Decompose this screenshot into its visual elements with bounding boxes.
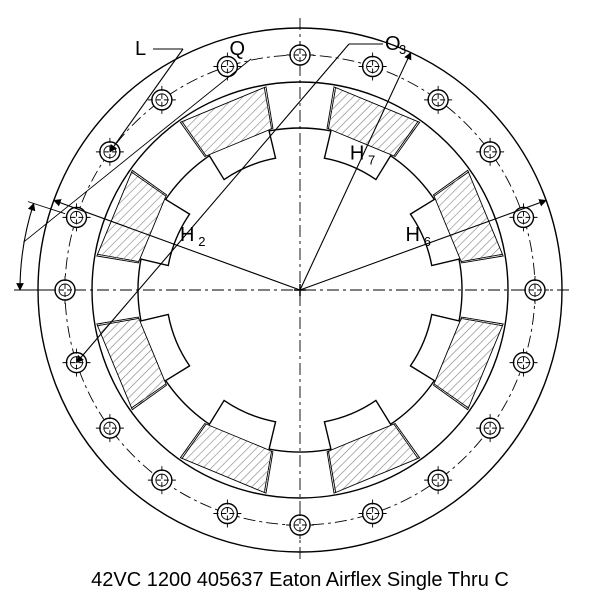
svg-text:7: 7 <box>368 153 375 168</box>
dim-H7 <box>300 53 411 290</box>
label-H6: H <box>406 224 420 246</box>
svg-text:2: 2 <box>198 234 205 249</box>
label-Q: Q <box>229 38 245 60</box>
dim-Q <box>20 203 34 290</box>
hatch-pocket <box>97 317 167 410</box>
hatch-pocket <box>97 170 167 263</box>
hatch-pocket <box>180 87 273 157</box>
svg-text:3: 3 <box>399 42 406 57</box>
clutch-face-diagram: H2H6H7LQO3 <box>0 0 600 570</box>
label-H7: H <box>350 143 364 165</box>
hatch-pocket <box>180 424 273 494</box>
leader-O3 <box>77 44 349 363</box>
product-caption: 42VC 1200 405637 Eaton Airflex Single Th… <box>0 569 600 592</box>
label-L: L <box>135 38 146 60</box>
hatch-pocket <box>327 87 420 157</box>
hatch-pocket <box>327 424 420 494</box>
hatch-pocket <box>434 170 504 263</box>
svg-text:6: 6 <box>424 234 431 249</box>
hatch-pocket <box>434 317 504 410</box>
